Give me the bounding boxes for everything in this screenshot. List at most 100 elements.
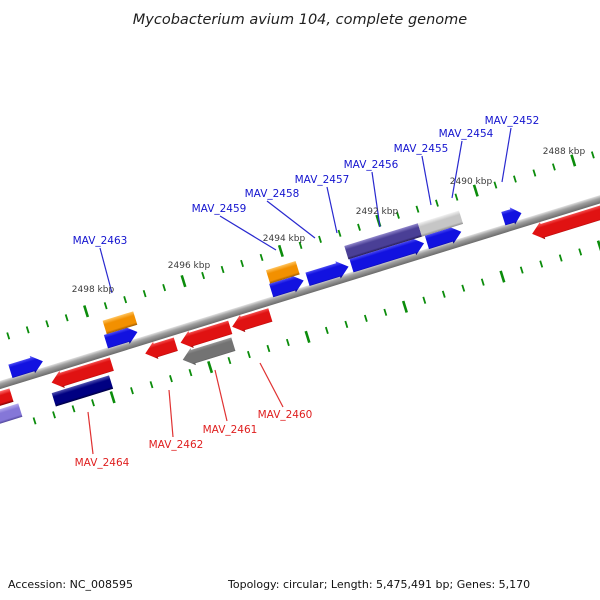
scale-tick [240, 259, 244, 268]
scale-tick [169, 375, 173, 383]
scale-tick [220, 265, 225, 274]
gene-label[interactable]: MAV_2456 [344, 159, 399, 171]
scale-tick [363, 314, 368, 322]
scale-tick [558, 254, 563, 262]
scale-tick [142, 290, 147, 298]
scale-tick [71, 405, 76, 413]
scale-tick [201, 271, 206, 280]
gene-arrow[interactable] [305, 258, 351, 288]
gene-arrow[interactable] [229, 306, 273, 335]
gene-arrow[interactable] [0, 388, 14, 413]
scale-tick [247, 350, 251, 359]
scale-tick [499, 270, 506, 283]
scale-tick [227, 356, 232, 365]
gene-label[interactable]: MAV_2455 [394, 143, 449, 155]
scale-tick [578, 248, 583, 256]
scale-tick [83, 305, 90, 318]
gene-label[interactable]: MAV_2459 [192, 203, 247, 215]
scale-tick [454, 193, 459, 201]
scale-tick [64, 314, 69, 322]
leader-line [371, 171, 381, 228]
gene-label[interactable]: MAV_2461 [203, 424, 258, 436]
scale-tick [32, 417, 37, 425]
scale-tick [180, 274, 187, 288]
scale-tick [266, 344, 271, 353]
gene-arrow[interactable] [180, 336, 236, 369]
gene-arrow[interactable] [143, 336, 179, 363]
scale-tick [304, 330, 311, 344]
leader-lines [87, 127, 512, 455]
leader-line [219, 215, 277, 251]
gene-arrow[interactable] [269, 272, 307, 299]
scale-tick [103, 302, 108, 310]
leader-line [421, 155, 432, 206]
leader-line [99, 247, 113, 294]
scale-tick [324, 326, 329, 335]
genome-backbone-group [0, 151, 600, 430]
scale-tick [493, 181, 498, 189]
leader-line [214, 369, 228, 422]
gene-arrows [0, 191, 600, 430]
leader-line [168, 389, 174, 438]
gene-label[interactable]: MAV_2464 [75, 457, 130, 469]
scale-tick [286, 338, 290, 347]
scale-tick [52, 411, 56, 419]
gene-arrow[interactable] [349, 235, 427, 275]
scale-tick [344, 320, 349, 328]
scale-tick [415, 205, 420, 213]
gene-arrow[interactable] [417, 210, 464, 237]
leader-line [326, 186, 338, 234]
scale-tick [441, 290, 446, 298]
scale-tick [422, 296, 427, 304]
scale-tick [551, 163, 556, 171]
gene-arrow[interactable] [344, 223, 422, 260]
scale-label: 2492 kbp [356, 207, 399, 217]
scale-tick [590, 151, 595, 159]
scale-labels: 2498 kbp 2496 kbp 2494 kbp 2492 kbp 2490 kbp… [72, 147, 586, 295]
gene-arrow[interactable] [8, 353, 46, 380]
gene-arrow[interactable] [51, 375, 114, 407]
genome-track [0, 183, 600, 397]
scale-tick [45, 320, 50, 328]
scale-tick [519, 266, 524, 274]
gene-label[interactable]: MAV_2452 [485, 115, 540, 127]
scale-tick [109, 391, 116, 404]
scale-tick [162, 283, 167, 292]
leader-line [501, 127, 512, 183]
gene-label[interactable]: MAV_2454 [439, 128, 494, 140]
scale-tick [401, 300, 408, 313]
scale-tick [539, 260, 544, 268]
scale-label: 2488 kbp [543, 147, 586, 157]
gene-arrow[interactable] [501, 205, 524, 228]
leader-line [451, 140, 463, 199]
figure-title: Mycobacterium avium 104, complete genome [133, 12, 467, 28]
gene-arrow[interactable] [102, 311, 138, 335]
scale-tick [91, 399, 95, 407]
status-accession: Accession: NC_008595 [8, 578, 133, 591]
scale-tick [298, 241, 303, 249]
gene-label[interactable]: MAV_2458 [245, 188, 300, 200]
scale-tick [472, 184, 479, 197]
scale-tick [357, 223, 361, 231]
gene-arrow[interactable] [103, 323, 140, 350]
scale-tick [318, 235, 322, 243]
gene-arrow[interactable] [265, 261, 300, 284]
scale-label: 2498 kbp [72, 285, 115, 295]
scale-tick [383, 308, 388, 316]
gene-arrow[interactable] [178, 319, 233, 352]
gene-label[interactable]: MAV_2460 [258, 409, 313, 421]
gene-arrow[interactable] [0, 403, 23, 430]
gene-label[interactable]: MAV_2462 [149, 439, 204, 451]
gene-arrow[interactable] [49, 355, 115, 391]
scale-tick [396, 211, 400, 219]
gene-arrow[interactable] [424, 223, 464, 251]
scale-tick [570, 154, 577, 167]
gene-arrow[interactable] [529, 191, 600, 242]
gene-label[interactable]: MAV_2457 [295, 174, 350, 186]
gene-label[interactable]: MAV_2463 [73, 235, 128, 247]
scale-label: 2490 kbp [450, 177, 493, 187]
scale-tick [149, 381, 154, 389]
scale-tick [532, 169, 537, 177]
leader-line [259, 362, 284, 408]
